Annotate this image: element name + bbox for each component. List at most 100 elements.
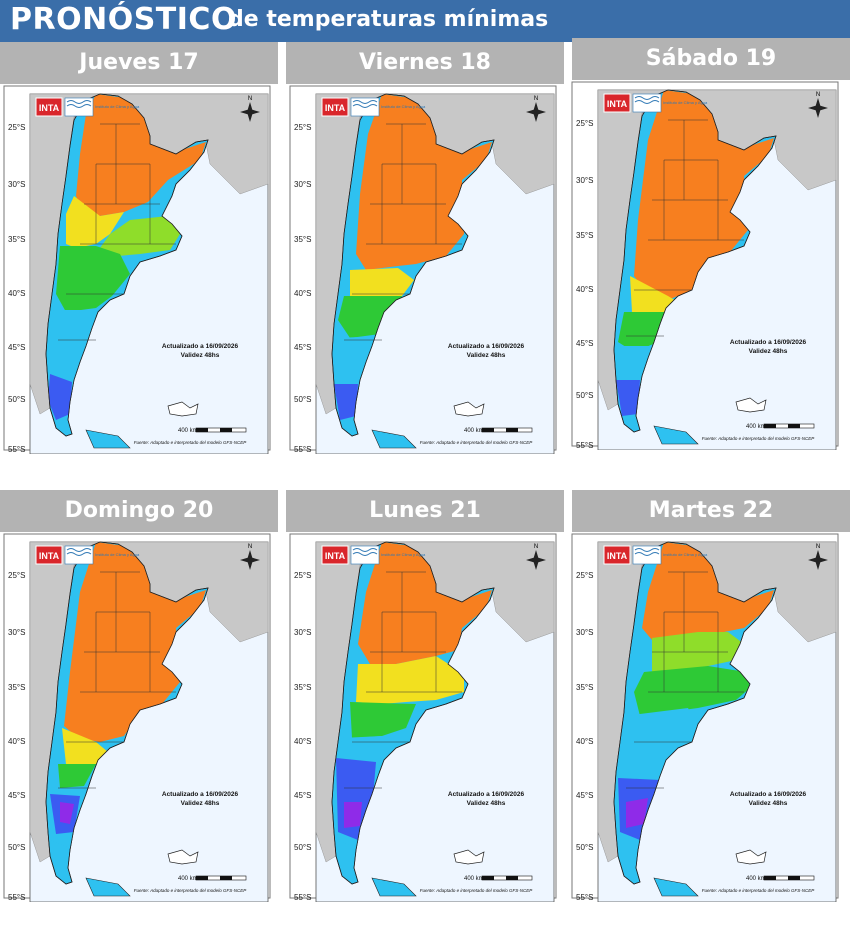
institute-name: Instituto de Clima y Agua <box>663 552 708 557</box>
temp-band-cool <box>100 216 180 256</box>
argentina-outline <box>613 89 777 433</box>
province-borders <box>344 123 462 341</box>
province-borders <box>58 123 176 341</box>
temp-band-very_cold <box>48 374 72 420</box>
argentina-outline <box>45 541 209 885</box>
lat-label: 30°S <box>294 180 311 189</box>
updated-label: Actualizado a 16/09/2026 <box>162 791 239 798</box>
province-borders <box>626 571 744 789</box>
temp-band-green <box>56 246 130 312</box>
wave-icon <box>352 548 378 556</box>
validity-label: Validez 48hs <box>749 800 788 807</box>
scale-label: 400 km <box>746 424 766 430</box>
source-label: Fuente: Adaptado e interpretado del mode… <box>702 888 814 893</box>
inta-logo-text: INTA <box>607 551 628 561</box>
updated-label: Actualizado a 16/09/2026 <box>730 791 807 798</box>
argentina-outline <box>331 541 495 885</box>
tierra-del-fuego <box>85 429 131 449</box>
lat-label: 40°S <box>294 289 311 298</box>
day-label-saturday: Sábado 19 <box>572 38 850 80</box>
malvinas-islands <box>735 397 767 413</box>
scale-bar <box>195 875 247 881</box>
temp-band-mild <box>630 276 678 312</box>
inta-logo-text: INTA <box>39 103 60 113</box>
updated-label: Actualizado a 16/09/2026 <box>730 339 807 346</box>
lat-label: 35°S <box>8 683 25 692</box>
north-arrow: N <box>240 544 260 570</box>
lat-label: 50°S <box>576 391 593 400</box>
temp-band-frost <box>626 798 648 828</box>
wave-icon <box>352 100 378 108</box>
lat-label: 30°S <box>294 628 311 637</box>
lat-label: 55°S <box>576 441 593 450</box>
temp-band-green <box>338 296 402 338</box>
temp-band-mild <box>62 728 108 764</box>
lat-label: 50°S <box>8 395 25 404</box>
svg-text:N: N <box>534 544 538 550</box>
lat-label: 40°S <box>576 737 593 746</box>
inta-logo-box <box>321 545 349 565</box>
temp-band-very_cold <box>616 380 640 416</box>
lat-label: 45°S <box>8 343 25 352</box>
province-borders <box>344 571 462 789</box>
tierra-del-fuego <box>653 425 699 445</box>
banner-subtitle: de temperaturas mínimas <box>228 7 549 32</box>
svg-text:N: N <box>816 544 820 550</box>
scale-bar <box>763 423 815 429</box>
lat-label: 45°S <box>294 343 311 352</box>
province-borders <box>626 119 744 337</box>
wave-icon <box>66 100 92 108</box>
north-arrow: N <box>808 92 828 118</box>
north-arrow: N <box>240 96 260 122</box>
inta-logo-text: INTA <box>607 99 628 109</box>
scale-label: 400 km <box>746 876 766 882</box>
malvinas-islands <box>167 401 199 417</box>
inta-logo-box <box>603 93 631 113</box>
lat-label: 40°S <box>8 737 25 746</box>
updated-label: Actualizado a 16/09/2026 <box>448 343 525 350</box>
validity-label: Validez 48hs <box>181 352 220 359</box>
lat-label: 35°S <box>576 683 593 692</box>
argentina-outline <box>45 93 209 437</box>
day-label-thursday: Jueves 17 <box>0 42 278 84</box>
validity-label: Validez 48hs <box>467 352 506 359</box>
tierra-del-fuego <box>653 877 699 897</box>
inta-logo-box <box>35 97 63 117</box>
lat-label: 45°S <box>294 791 311 800</box>
temp-band-frost <box>344 802 362 828</box>
inta-logo-box <box>35 545 63 565</box>
malvinas-islands <box>167 849 199 865</box>
lat-label: 30°S <box>576 176 593 185</box>
temperature-bands <box>48 94 206 420</box>
temp-band-mild <box>350 268 414 296</box>
wave-icon <box>66 548 92 556</box>
lat-label: 25°S <box>576 119 593 128</box>
scale-bar <box>195 427 247 433</box>
lat-label: 55°S <box>8 445 25 454</box>
inta-logo-text: INTA <box>325 551 346 561</box>
temp-band-green <box>58 764 96 788</box>
argentina-outline <box>331 93 495 437</box>
map-friday: INTA Instituto de Clima y Agua N 25°S 30°S 35… <box>286 84 562 454</box>
svg-text:N: N <box>248 544 252 550</box>
lat-label: 55°S <box>294 445 311 454</box>
banner-title: PRONÓSTICO <box>10 2 237 37</box>
temp-band-warm <box>358 542 492 664</box>
inta-logo-text: INTA <box>39 551 60 561</box>
institute-name: Instituto de Clima y Agua <box>663 100 708 105</box>
day-label-sunday: Domingo 20 <box>0 490 278 532</box>
institute-name: Instituto de Clima y Agua <box>95 552 140 557</box>
tierra-del-fuego <box>371 429 417 449</box>
lat-label: 45°S <box>8 791 25 800</box>
validity-label: Validez 48hs <box>181 800 220 807</box>
temp-band-frost <box>60 802 74 824</box>
tierra-del-fuego <box>85 877 131 897</box>
scale-label: 400 km <box>178 428 198 434</box>
lat-label: 40°S <box>8 289 25 298</box>
lat-label: 50°S <box>294 843 311 852</box>
lat-label: 55°S <box>294 893 311 902</box>
temp-band-green <box>350 702 416 738</box>
updated-label: Actualizado a 16/09/2026 <box>162 343 239 350</box>
day-label-tuesday: Martes 22 <box>572 490 850 532</box>
scale-label: 400 km <box>464 876 484 882</box>
